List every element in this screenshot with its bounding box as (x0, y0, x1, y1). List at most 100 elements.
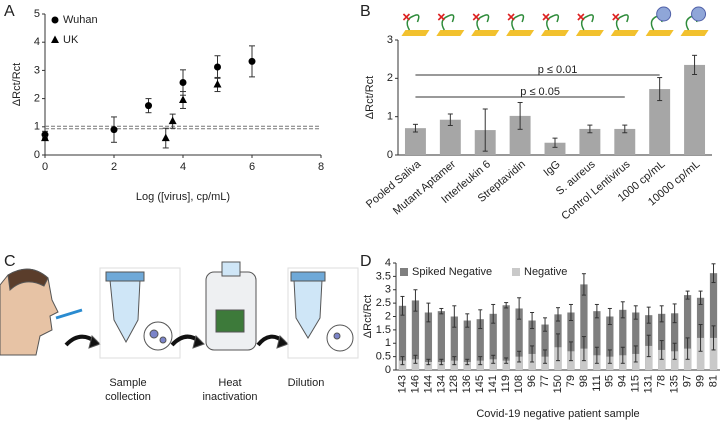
x-axis-label: Log ([virus], cp/mL) (136, 191, 230, 203)
step-label: Sample collection (105, 377, 151, 403)
bar (541, 324, 549, 370)
x-tick-label: Mutant Aptamer (391, 158, 458, 217)
marker (248, 57, 256, 65)
x-tick-label: 94 (617, 375, 629, 387)
cross-icon (472, 13, 480, 21)
y-tick-label: 2 (34, 93, 40, 105)
x-tick-label: 150 (552, 375, 564, 393)
x-tick-label: 99 (694, 375, 706, 387)
marker (110, 126, 118, 134)
x-tick-label: 141 (487, 375, 499, 393)
y-tick-label: 1 (387, 111, 393, 123)
y-tick-label: 1.5 (376, 324, 391, 336)
x-tick-label: 8 (318, 161, 324, 173)
x-tick-label: IgG (541, 158, 562, 179)
cross-icon (542, 13, 550, 21)
bar (463, 361, 471, 370)
bar (658, 349, 666, 370)
bar (398, 305, 407, 370)
x-tick-label: 0 (42, 161, 48, 173)
bar (683, 295, 692, 370)
aptamer-icon (615, 14, 629, 31)
sensor-icon (575, 30, 604, 36)
bar (580, 284, 588, 370)
marker (41, 133, 49, 142)
bar (671, 351, 679, 370)
marker (168, 116, 177, 125)
legend-swatch (400, 268, 408, 276)
cross-icon (437, 13, 445, 21)
y-tick-label: 0.5 (376, 351, 391, 363)
bar (515, 308, 523, 370)
sensor-icon (471, 30, 500, 36)
sensor-icon (506, 30, 535, 36)
bar (411, 300, 420, 370)
x-tick-label: 145 (474, 375, 486, 393)
virus-icon (691, 6, 707, 22)
bar (502, 305, 510, 370)
x-tick-label: 79 (565, 375, 577, 387)
bar (544, 142, 566, 155)
legend-marker (51, 35, 59, 43)
marker (179, 79, 187, 87)
panel-letter: D (360, 253, 372, 270)
y-tick-label: 2 (385, 310, 391, 322)
y-tick-label: 3 (34, 64, 40, 76)
bar (437, 361, 445, 370)
y-tick-label: 0 (34, 149, 40, 161)
x-tick-label: 96 (526, 375, 538, 387)
sensor-icon (401, 30, 430, 36)
sensor-icon (436, 30, 465, 36)
bar (671, 313, 679, 370)
step-label: Heat inactivation (202, 377, 258, 403)
bar (645, 345, 653, 370)
x-tick-label: 143 (396, 375, 408, 393)
panel-letter: B (360, 3, 371, 20)
y-tick-label: 5 (34, 8, 40, 20)
y-tick-label: 4 (34, 36, 40, 48)
x-tick-label: 136 (461, 375, 473, 393)
bar (709, 273, 718, 370)
bar (515, 356, 523, 370)
x-tick-label: 119 (500, 375, 512, 393)
x-tick-label: 108 (513, 375, 525, 393)
marker (214, 63, 221, 71)
sensor-icon (680, 30, 709, 36)
bar (649, 89, 671, 155)
sensor-icon (610, 30, 639, 36)
y-axis-label: ΔRct/Rct (364, 76, 376, 119)
bar (411, 359, 420, 370)
bar (439, 119, 461, 155)
y-tick-label: 3 (387, 34, 393, 46)
legend-label: Negative (524, 266, 567, 278)
x-tick-label: 78 (656, 375, 668, 387)
y-tick-label: 3.5 (376, 270, 391, 282)
significance-label: p ≤ 0.01 (538, 64, 578, 76)
y-tick-label: 0 (385, 364, 391, 376)
aptamer-icon (546, 14, 560, 31)
bar (476, 360, 484, 370)
x-axis-label: Covid-19 negative patient sample (476, 408, 639, 420)
x-tick-label: 146 (409, 375, 421, 393)
bar (509, 115, 531, 155)
y-tick-label: 1 (385, 337, 391, 349)
cross-icon (402, 13, 411, 21)
sensor-icon (541, 30, 569, 36)
virus-icon (656, 6, 672, 22)
significance-label: p ≤ 0.05 (520, 86, 560, 98)
bar (614, 128, 636, 155)
bar (632, 312, 640, 370)
bar (463, 320, 471, 370)
legend-label: Spiked Negative (412, 266, 492, 278)
bar (696, 337, 705, 370)
bar (709, 337, 718, 370)
aptamer-icon (406, 14, 420, 31)
x-tick-label: 97 (682, 375, 694, 387)
marker (179, 95, 187, 104)
bar (450, 316, 458, 370)
y-tick-label: 4 (385, 257, 391, 269)
marker (213, 80, 222, 88)
x-tick-label: 98 (578, 375, 590, 387)
aptamer-icon (511, 14, 525, 31)
